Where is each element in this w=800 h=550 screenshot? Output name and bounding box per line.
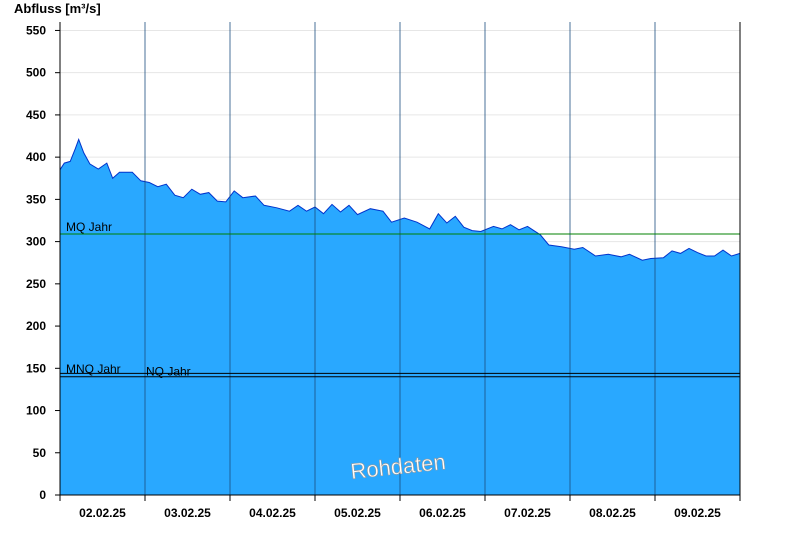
reference-line-label: MQ Jahr	[66, 220, 112, 234]
y-axis-title: Abfluss [m³/s]	[14, 1, 101, 16]
y-tick-label: 250	[26, 277, 46, 291]
x-tick-label: 03.02.25	[164, 506, 211, 520]
y-tick-label: 50	[33, 446, 47, 460]
x-tick-label: 09.02.25	[674, 506, 721, 520]
reference-line-label: NQ Jahr	[146, 364, 191, 378]
reference-lines-layer: MQ Jahr MNQ Jahr NQ Jahr	[60, 220, 740, 378]
y-tick-label: 150	[26, 361, 46, 375]
x-tick-label: 07.02.25	[504, 506, 551, 520]
x-tick-label: 02.02.25	[79, 506, 126, 520]
discharge-line	[59, 137, 741, 261]
y-tick-label: 300	[26, 235, 46, 249]
y-tick-label: 550	[26, 23, 46, 37]
x-tick-label: 08.02.25	[589, 506, 636, 520]
y-tick-label: 450	[26, 108, 46, 122]
y-tick-label: 350	[26, 192, 46, 206]
x-tick-label: 06.02.25	[419, 506, 466, 520]
reference-line-label: MNQ Jahr	[66, 362, 121, 376]
day-separator-layer	[144, 22, 656, 495]
y-tick-label: 200	[26, 319, 46, 333]
x-tick-label: 04.02.25	[249, 506, 296, 520]
axis-layer: 0 50 100 150 200 250 300 350 400 450 500 550 02.02.2…	[26, 22, 741, 520]
y-tick-label: 0	[39, 488, 46, 502]
y-tick-label: 500	[26, 66, 46, 80]
y-tick-label: 100	[26, 404, 46, 418]
x-tick-label: 05.02.25	[334, 506, 381, 520]
y-tick-label: 400	[26, 150, 46, 164]
